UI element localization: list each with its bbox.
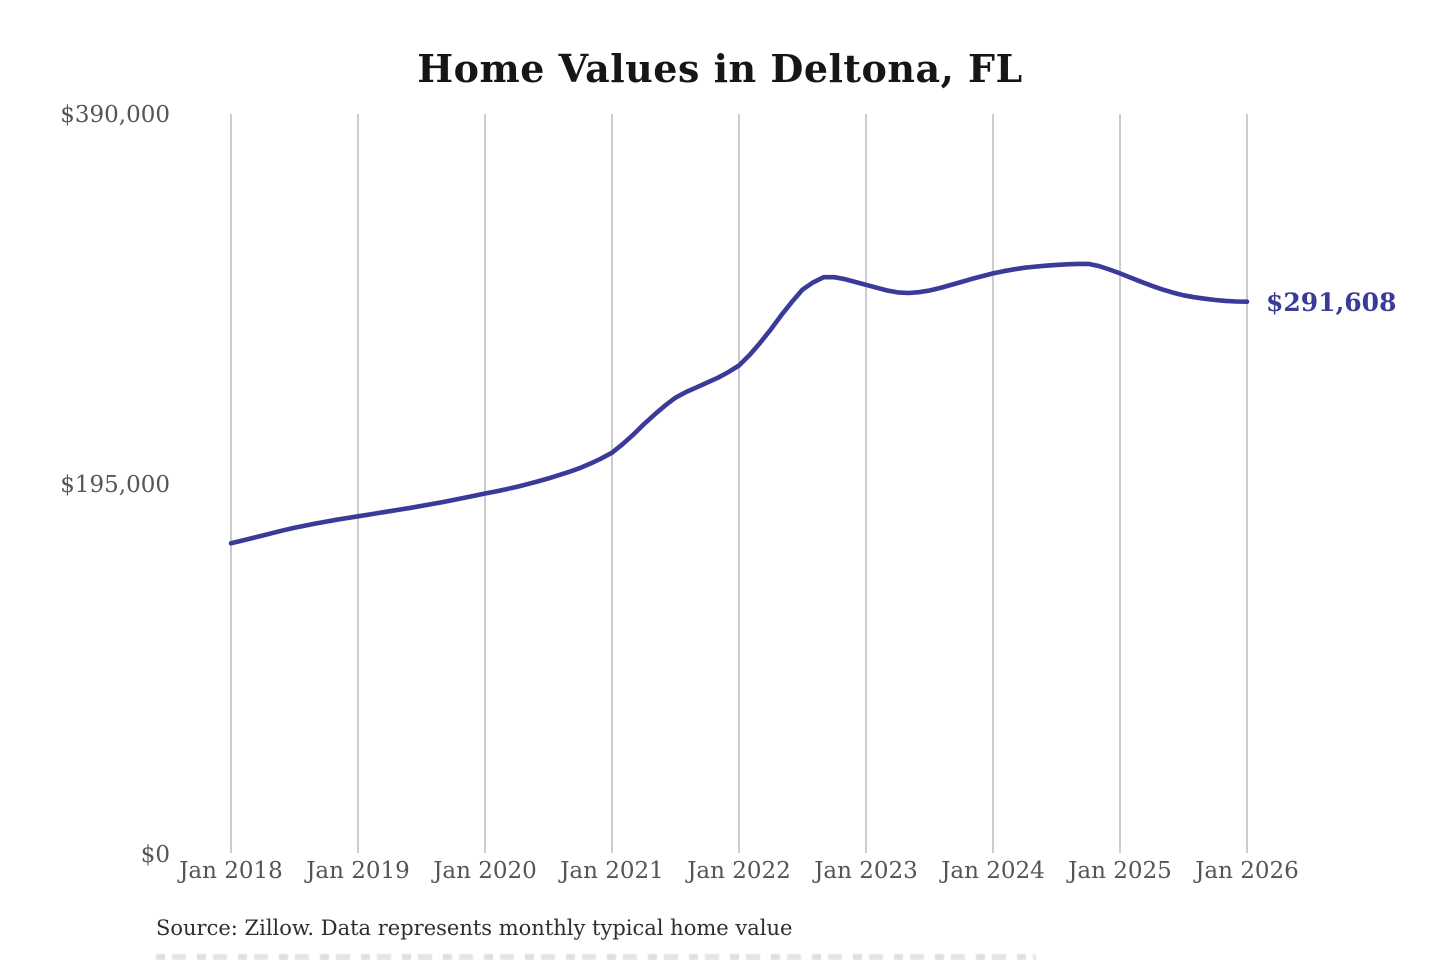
x-tick-label: Jan 2024 [941,858,1045,884]
source-note: Source: Zillow. Data represents monthly … [156,916,793,940]
y-tick-label: $0 [140,842,170,868]
chart-title: Home Values in Deltona, FL [417,46,1023,91]
current-value-label: $291,608 [1266,287,1397,317]
x-tick-label: Jan 2026 [1195,858,1299,884]
x-tick-label: Jan 2023 [814,858,918,884]
x-tick-label: Jan 2019 [306,858,410,884]
x-tick-label: Jan 2022 [687,858,791,884]
y-tick-label: $195,000 [60,472,170,498]
clipped-text-remnant [156,954,1036,960]
home-value-line [228,261,1250,546]
x-tick-label: Jan 2021 [560,858,664,884]
y-tick-label: $390,000 [60,102,170,128]
x-tick-label: Jan 2025 [1068,858,1172,884]
x-tick-label: Jan 2020 [433,858,537,884]
x-tick-label: Jan 2018 [179,858,283,884]
